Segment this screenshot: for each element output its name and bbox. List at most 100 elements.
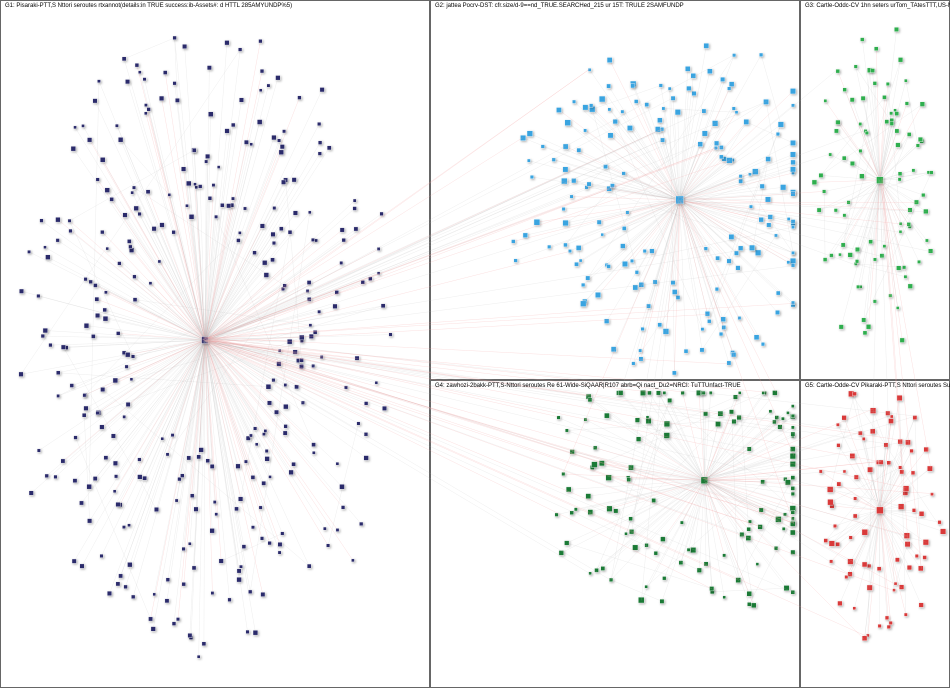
node (288, 230, 292, 234)
node (178, 477, 182, 481)
node (685, 66, 690, 71)
node (277, 362, 282, 367)
node (938, 520, 942, 524)
node (662, 576, 666, 580)
node (791, 550, 796, 555)
node (173, 36, 177, 40)
node (736, 578, 741, 583)
node (259, 506, 263, 510)
node (312, 443, 316, 447)
node (54, 475, 58, 479)
node (870, 408, 876, 414)
node (267, 84, 270, 87)
node (113, 461, 118, 466)
node (242, 545, 246, 549)
node (225, 129, 230, 134)
node (547, 245, 551, 249)
panel-label-g5: G5: Cartle-Odde-CV Pikaraki-PTT,S Nttori… (805, 383, 950, 389)
node (238, 497, 243, 502)
node (231, 123, 235, 127)
node (907, 565, 912, 570)
node (687, 548, 690, 551)
node (318, 152, 322, 156)
node (149, 282, 152, 285)
node (253, 630, 258, 635)
node (908, 208, 913, 213)
node (838, 253, 841, 256)
node (527, 159, 530, 162)
node (702, 109, 706, 113)
node (565, 429, 568, 432)
node (115, 124, 118, 127)
node (570, 195, 573, 198)
node (751, 603, 756, 608)
node (520, 135, 526, 141)
node (315, 239, 318, 242)
node (137, 475, 142, 480)
node (45, 474, 49, 478)
node (791, 160, 796, 165)
node (180, 474, 184, 478)
node (377, 272, 380, 275)
node (783, 513, 786, 516)
node (368, 277, 372, 281)
node (113, 490, 116, 493)
node (284, 383, 287, 386)
node (782, 527, 785, 530)
node (599, 96, 605, 102)
node (715, 421, 720, 426)
node (792, 251, 795, 254)
node (103, 316, 108, 321)
node (138, 212, 142, 216)
node (766, 157, 771, 162)
node (251, 526, 254, 529)
node (873, 258, 876, 261)
node (163, 71, 167, 75)
node (834, 129, 838, 133)
node (625, 532, 628, 535)
node (143, 78, 146, 81)
node (131, 191, 134, 194)
node (255, 443, 258, 446)
node (873, 81, 877, 85)
node (817, 208, 821, 212)
node (627, 125, 632, 130)
node (593, 446, 597, 450)
hub-node-g1 (202, 337, 209, 344)
node (774, 546, 778, 550)
node (610, 184, 614, 188)
node (96, 178, 100, 182)
node (787, 261, 790, 264)
node (827, 487, 833, 493)
node (853, 497, 856, 500)
node (244, 460, 247, 463)
node (268, 541, 272, 545)
node (791, 517, 794, 520)
node (812, 180, 817, 185)
node (650, 249, 655, 254)
node (645, 585, 648, 588)
node (917, 260, 920, 263)
node (93, 476, 97, 480)
node (762, 391, 765, 394)
node (915, 554, 918, 557)
node (790, 152, 795, 157)
node (208, 196, 212, 200)
node (377, 247, 380, 250)
node (898, 439, 903, 444)
node (70, 384, 74, 388)
node (763, 99, 768, 104)
node (84, 406, 89, 411)
node (749, 245, 755, 251)
node (786, 411, 789, 414)
node (565, 120, 571, 126)
node (359, 522, 363, 526)
node (130, 378, 133, 381)
node (698, 142, 703, 147)
node (583, 105, 588, 110)
node (653, 280, 657, 284)
node (707, 319, 711, 323)
node (634, 100, 638, 104)
panel-g5: G5: Cartle-Odde-CV Pikaraki-PTT,S Nttori… (800, 380, 950, 688)
node (880, 254, 884, 258)
